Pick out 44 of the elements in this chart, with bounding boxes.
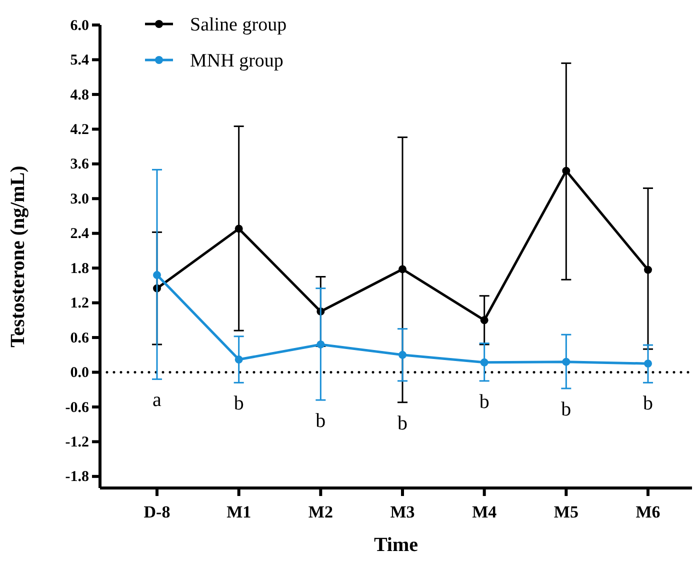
y-tick-label: 1.2 bbox=[70, 296, 89, 312]
y-tick-label: 3.0 bbox=[70, 191, 89, 208]
y-tick-label: -1.8 bbox=[65, 469, 89, 486]
point bbox=[316, 340, 325, 348]
annotation: b bbox=[398, 412, 408, 434]
point bbox=[480, 316, 488, 324]
x-tick-label: D-8 bbox=[144, 502, 170, 522]
x-tick-label: M1 bbox=[226, 502, 252, 522]
annotation: a bbox=[152, 389, 162, 412]
legend-label: MNH group bbox=[190, 50, 284, 72]
y-tick-label: 6.0 bbox=[70, 18, 89, 34]
point bbox=[644, 360, 652, 368]
y-tick-label: 1.8 bbox=[70, 260, 89, 277]
y-tick-label: 2.4 bbox=[70, 226, 90, 242]
point bbox=[153, 271, 161, 279]
y-tick-label: 3.6 bbox=[70, 156, 90, 173]
legend-label: Saline group bbox=[190, 14, 287, 36]
annotation: b bbox=[561, 398, 572, 420]
annotation: b bbox=[479, 390, 490, 413]
y-axis-title: Testosterone (ng/mL) bbox=[7, 166, 29, 348]
point bbox=[234, 356, 243, 364]
annotation: b bbox=[316, 410, 326, 432]
point bbox=[644, 266, 652, 274]
y-tick-label: 0.0 bbox=[70, 365, 89, 382]
x-tick-label: M5 bbox=[554, 502, 578, 522]
point bbox=[562, 166, 570, 175]
x-tick-label: M6 bbox=[636, 502, 660, 522]
annotation: b bbox=[643, 392, 653, 415]
y-tick-label: 0.6 bbox=[70, 330, 90, 346]
x-axis-title: Time bbox=[374, 534, 418, 556]
point bbox=[398, 265, 406, 274]
annotation: b bbox=[234, 392, 244, 415]
point bbox=[398, 350, 406, 359]
y-tick-label: 4.2 bbox=[70, 122, 89, 138]
point bbox=[480, 358, 488, 366]
y-tick-label: 4.8 bbox=[70, 87, 89, 104]
point bbox=[234, 224, 243, 233]
point bbox=[562, 358, 570, 366]
y-tick-label: -1.2 bbox=[65, 434, 89, 450]
x-tick-label: M4 bbox=[472, 502, 498, 522]
y-tick-label: -0.6 bbox=[65, 400, 90, 416]
x-tick-label: M3 bbox=[390, 502, 415, 522]
x-tick-label: M2 bbox=[308, 502, 333, 522]
y-tick-label: 5.4 bbox=[70, 52, 90, 69]
